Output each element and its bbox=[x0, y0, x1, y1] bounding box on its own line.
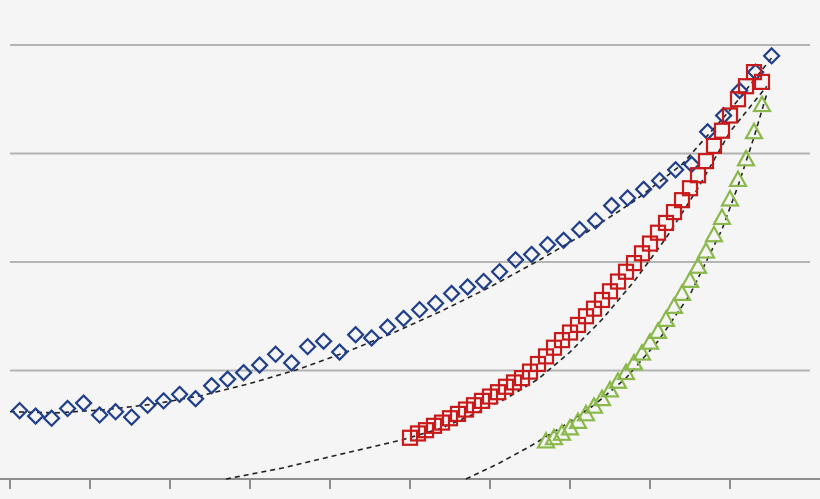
square-marker bbox=[697, 152, 715, 170]
diamond-marker bbox=[26, 407, 45, 426]
diamond-marker bbox=[506, 250, 525, 269]
diamond-marker bbox=[266, 345, 285, 364]
triangle-marker bbox=[608, 371, 628, 389]
data-points bbox=[10, 46, 781, 449]
x-axis bbox=[0, 478, 820, 489]
triangle-marker bbox=[672, 283, 692, 301]
triangle-marker bbox=[536, 430, 556, 449]
triangle-marker bbox=[712, 207, 732, 226]
triangle-marker bbox=[632, 342, 652, 361]
diamond-marker bbox=[218, 370, 237, 389]
diamond-marker bbox=[250, 356, 269, 375]
triangle-marker bbox=[552, 423, 572, 441]
gridlines bbox=[10, 44, 810, 372]
square-marker bbox=[721, 107, 739, 124]
diamond-marker bbox=[474, 272, 493, 291]
diamond-marker bbox=[426, 294, 445, 313]
diamond-marker bbox=[634, 180, 653, 199]
diamond-marker bbox=[74, 393, 93, 413]
diamond-marker bbox=[602, 196, 621, 215]
diamond-marker bbox=[522, 245, 541, 264]
diamond-marker bbox=[570, 220, 589, 239]
diamond-marker bbox=[186, 389, 205, 408]
triangle-marker bbox=[544, 427, 564, 446]
triangle-marker bbox=[744, 121, 764, 140]
diamond-marker bbox=[458, 277, 477, 297]
trendline-3 bbox=[465, 93, 768, 480]
diamond-marker bbox=[234, 363, 253, 382]
triangle-marker bbox=[616, 362, 636, 381]
triangle-marker bbox=[728, 169, 748, 188]
diamond-marker bbox=[10, 401, 29, 420]
triangle-marker bbox=[680, 270, 700, 288]
triangle-marker bbox=[688, 256, 708, 274]
diamond-marker bbox=[202, 376, 221, 395]
square-marker bbox=[753, 73, 771, 90]
diamond-marker bbox=[650, 171, 669, 190]
triangle-marker bbox=[600, 379, 620, 398]
diamond-marker bbox=[586, 211, 605, 230]
diamond-marker bbox=[298, 337, 317, 356]
trendline-2 bbox=[225, 85, 768, 480]
diamond-marker bbox=[442, 284, 461, 303]
diamond-marker bbox=[538, 235, 557, 254]
diamond-marker bbox=[362, 328, 381, 348]
diamond-marker bbox=[58, 399, 77, 418]
diamond-marker bbox=[154, 391, 173, 410]
diamond-marker bbox=[490, 262, 509, 281]
diamond-marker bbox=[170, 385, 189, 404]
trendlines bbox=[9, 55, 774, 480]
triangle-marker bbox=[648, 321, 668, 339]
diamond-marker bbox=[698, 122, 717, 141]
diamond-marker bbox=[378, 318, 397, 337]
triangle-marker bbox=[704, 224, 724, 243]
diamond-marker bbox=[330, 342, 349, 362]
trendline-1 bbox=[9, 55, 774, 414]
diamond-marker bbox=[122, 408, 141, 427]
triangle-marker bbox=[736, 148, 756, 167]
triangle-marker bbox=[720, 188, 740, 207]
triangle-marker bbox=[592, 388, 612, 407]
diamond-marker bbox=[618, 188, 637, 208]
triangle-marker bbox=[640, 332, 660, 350]
diamond-marker bbox=[666, 160, 685, 179]
triangle-marker bbox=[664, 296, 684, 314]
square-marker bbox=[713, 122, 731, 139]
triangle-marker bbox=[624, 352, 644, 371]
diamond-marker bbox=[282, 353, 301, 372]
square-marker bbox=[705, 137, 723, 155]
diamond-marker bbox=[90, 405, 109, 425]
diamond-marker bbox=[394, 309, 413, 328]
diamond-marker bbox=[730, 81, 749, 100]
diamond-marker bbox=[410, 300, 429, 319]
diamond-marker bbox=[138, 396, 157, 415]
diamond-marker bbox=[554, 231, 573, 250]
diamond-marker bbox=[314, 332, 333, 351]
triangle-marker bbox=[656, 309, 676, 328]
triangle-marker bbox=[752, 94, 772, 113]
diamond-marker bbox=[346, 325, 365, 344]
diamond-marker bbox=[762, 46, 781, 65]
diamond-marker bbox=[42, 409, 61, 428]
diamond-marker bbox=[106, 402, 125, 421]
triangle-marker bbox=[696, 240, 716, 259]
